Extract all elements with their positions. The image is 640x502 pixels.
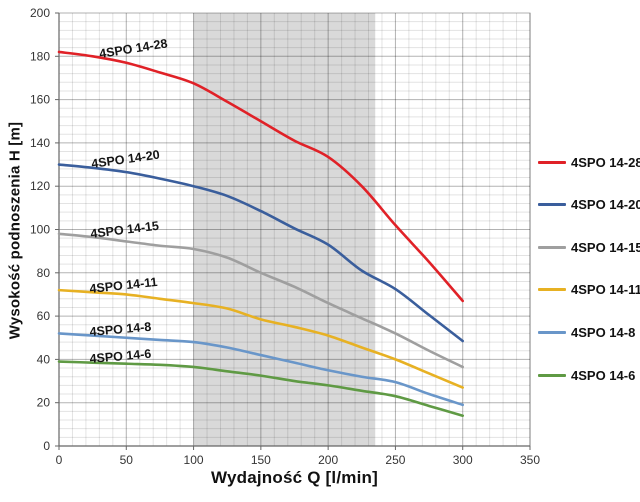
legend-item-4spo-14-15: 4SPO 14-15 [538,239,640,255]
legend-item-4spo-14-28: 4SPO 14-28 [538,154,640,170]
legend-line-swatch [538,203,566,207]
x-axis-title: Wydajność Q [l/min] [211,468,378,487]
y-tick-label: 0 [43,439,50,453]
y-axis-title: Wysokość podnoszenia H [m] [6,121,24,340]
y-tick-label: 160 [30,93,50,107]
series-line-4spo-14-6 [57,360,465,417]
x-tick-label: 100 [184,453,204,467]
series-line-4spo-14-8 [57,332,465,407]
x-tick-label: 0 [56,453,63,467]
legend-label: 4SPO 14-8 [571,324,636,340]
y-tick-label: 40 [37,352,51,366]
y-tick-label: 120 [30,179,50,193]
legend-label: 4SPO 14-28 [571,154,640,170]
legend-label: 4SPO 14-6 [571,367,636,383]
series-line-4spo-14-11 [57,288,465,389]
x-tick-label: 200 [318,453,338,467]
legend-label: 4SPO 14-20 [571,197,640,213]
legend-line-swatch [538,330,566,334]
y-tick-label: 100 [30,223,50,237]
x-tick-label: 250 [385,453,405,467]
curve-label-4spo-14-28: 4SPO 14-28 [98,36,168,61]
y-tick-label: 20 [37,396,51,410]
x-tick-label: 350 [520,453,540,467]
series-line-4spo-14-20 [57,163,465,343]
y-tick-label: 180 [30,49,50,63]
curve-label-4spo-14-6: 4SPO 14-6 [89,347,152,366]
x-tick-label: 300 [453,453,473,467]
legend-label: 4SPO 14-15 [571,239,640,255]
y-tick-label: 80 [37,266,51,280]
legend-line-swatch [538,245,566,249]
legend-item-4spo-14-6: 4SPO 14-6 [538,367,635,383]
legend-item-4spo-14-20: 4SPO 14-20 [538,197,640,213]
curve-label-4spo-14-8: 4SPO 14-8 [89,320,152,339]
legend-item-4spo-14-11: 4SPO 14-11 [538,282,640,298]
legend: 4SPO 14-28 4SPO 14-20 4SPO 14-15 4SPO 14-11… [538,0,640,502]
series-line-4spo-14-28 [57,50,465,303]
x-tick-label: 50 [120,453,134,467]
legend-label: 4SPO 14-11 [571,282,640,298]
y-tick-label: 60 [37,309,51,323]
legend-item-4spo-14-8: 4SPO 14-8 [538,324,635,340]
y-tick-label: 140 [30,136,50,150]
x-tick-label: 150 [251,453,271,467]
legend-line-swatch [538,373,566,377]
curve-label-4spo-14-20: 4SPO 14-20 [90,148,160,171]
series-line-4spo-14-15 [57,232,465,369]
legend-line-swatch [538,160,566,164]
legend-line-swatch [538,288,566,292]
curve-label-4spo-14-15: 4SPO 14-15 [90,219,160,241]
y-tick-label: 200 [30,6,50,20]
